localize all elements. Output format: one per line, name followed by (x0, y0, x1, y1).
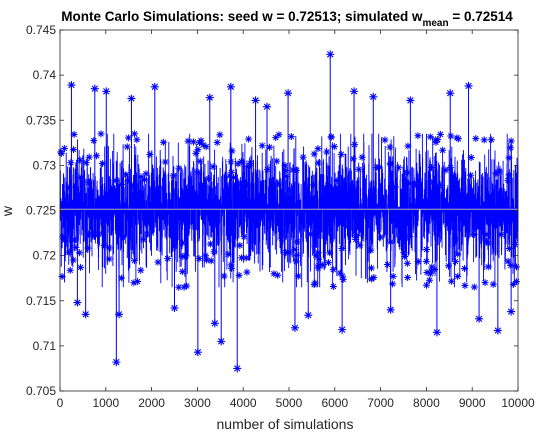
data-point-21 (326, 50, 335, 59)
series-bulk-stems (59, 133, 519, 288)
data-point-1 (73, 298, 82, 307)
x-tick-label-5: 5000 (276, 396, 303, 410)
data-point-13 (217, 337, 226, 346)
series-envelope-markers (57, 130, 521, 291)
data-point-14 (226, 82, 235, 91)
y-tick-label-7: 0.74 (33, 68, 57, 82)
data-point-7 (127, 94, 136, 103)
data-point-23 (350, 87, 359, 96)
data-point-15 (233, 364, 242, 373)
x-tick-label-7: 7000 (367, 396, 394, 410)
plot-layer (57, 50, 521, 373)
x-tick-label-0: 0 (57, 396, 64, 410)
data-point-11 (205, 93, 214, 102)
x-tick-label-6: 6000 (321, 396, 348, 410)
y-tick-label-5: 0.73 (33, 158, 57, 172)
data-point-29 (464, 81, 473, 90)
data-point-10 (193, 348, 202, 357)
chart-title-suffix: = 0.72514 (449, 9, 514, 24)
data-point-17 (263, 102, 272, 111)
y-axis-label: w (0, 205, 15, 217)
y-tick-label-1: 0.71 (33, 339, 57, 353)
x-tick-label-2: 2000 (138, 396, 165, 410)
y-tick-label-3: 0.72 (33, 249, 57, 263)
x-axis-label: number of simulations (217, 416, 354, 432)
data-point-32 (507, 307, 516, 316)
data-point-18 (284, 89, 293, 98)
data-point-8 (150, 82, 159, 91)
data-point-28 (446, 89, 455, 98)
x-tick-label-4: 4000 (230, 396, 257, 410)
chart-title-main: Monte Carlo Simulations: seed w = 0.7251… (61, 9, 423, 24)
chart-title-subscript: mean (422, 18, 448, 29)
data-point-2 (81, 310, 90, 319)
x-tick-label-3: 3000 (184, 396, 211, 410)
y-tick-label-8: 0.745 (26, 23, 56, 37)
data-point-31 (493, 326, 502, 335)
x-tick-label-9: 9000 (459, 396, 486, 410)
data-point-26 (406, 96, 415, 105)
data-point-27 (432, 328, 441, 337)
data-point-9 (170, 303, 179, 312)
y-tick-label-6: 0.735 (26, 113, 56, 127)
data-point-16 (251, 96, 260, 105)
chart-title: Monte Carlo Simulations: seed w = 0.7251… (61, 9, 513, 29)
y-tick-label-2: 0.715 (26, 294, 56, 308)
data-point-0 (67, 81, 76, 90)
data-point-5 (112, 358, 121, 367)
data-point-3 (90, 84, 99, 93)
data-point-6 (115, 310, 124, 319)
x-tick-label-1: 1000 (92, 396, 119, 410)
data-point-24 (369, 92, 378, 101)
data-point-20 (304, 311, 313, 320)
y-tick-label-0: 0.705 (26, 384, 56, 398)
axes-layer: 0 1000 2000 3000 4000 5000 6000 7000 8000 9000 100… (26, 23, 535, 410)
data-point-19 (290, 323, 299, 332)
x-tick-label-10: 10000 (501, 396, 535, 410)
data-point-25 (386, 305, 395, 314)
x-tick-label-8: 8000 (413, 396, 440, 410)
data-point-4 (102, 87, 111, 96)
data-point-12 (210, 319, 219, 328)
data-point-30 (475, 314, 484, 323)
y-tick-label-4: 0.725 (26, 204, 56, 218)
data-point-22 (338, 325, 347, 334)
